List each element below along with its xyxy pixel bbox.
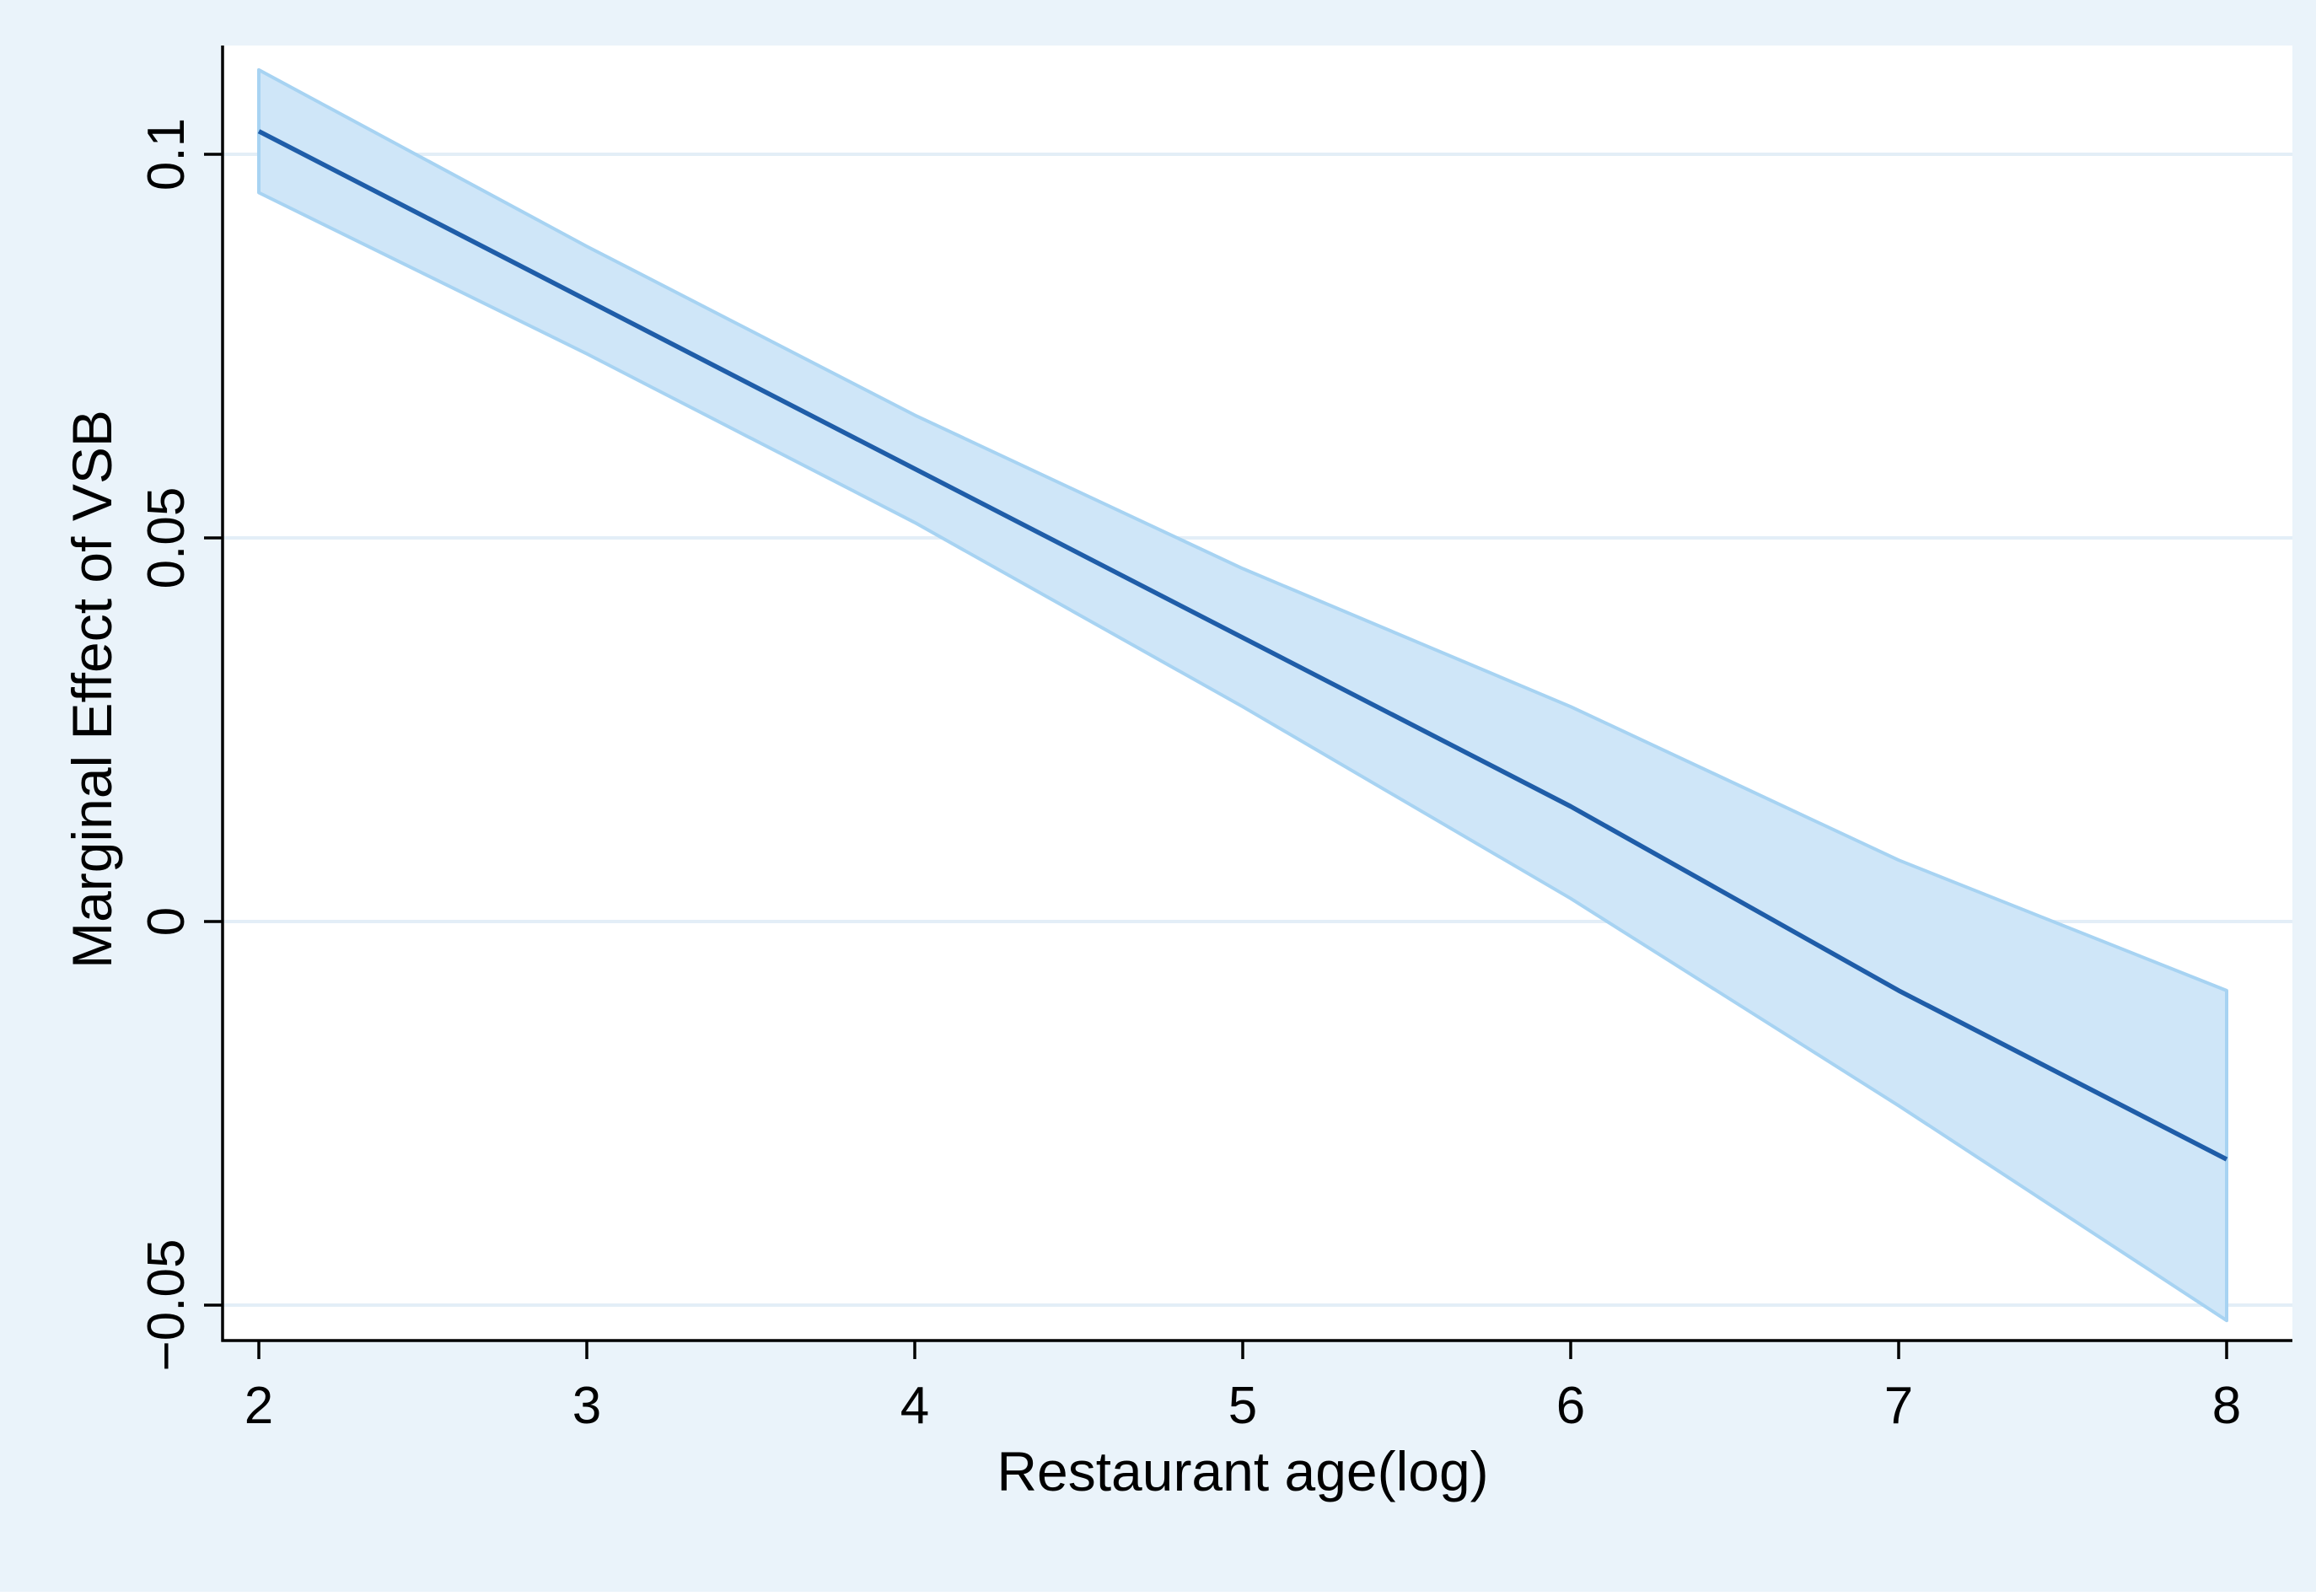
x-tick-label: 5 bbox=[1228, 1377, 1257, 1435]
x-tick-label: 8 bbox=[2212, 1377, 2241, 1435]
y-axis-label: Marginal Effect of VSB bbox=[61, 410, 123, 969]
x-tick-label: 6 bbox=[1556, 1377, 1585, 1435]
axes: 2 3 4 5 6 7 8 −0.05 0 0.05 0.1 bbox=[137, 46, 2292, 1435]
x-axis-label: Restaurant age(log) bbox=[997, 1440, 1488, 1502]
x-tick-label: 3 bbox=[572, 1377, 601, 1435]
y-tick-label: 0 bbox=[137, 907, 196, 936]
y-tick-label: 0.1 bbox=[137, 118, 196, 191]
x-tick-label: 4 bbox=[900, 1377, 929, 1435]
y-tick-label: −0.05 bbox=[137, 1239, 196, 1372]
y-tick-label: 0.05 bbox=[137, 487, 196, 589]
series-layer bbox=[257, 129, 2228, 1162]
x-tick-label: 2 bbox=[244, 1377, 273, 1435]
marginal-effect-line bbox=[257, 129, 2228, 1162]
x-tick-label: 7 bbox=[1884, 1377, 1913, 1435]
